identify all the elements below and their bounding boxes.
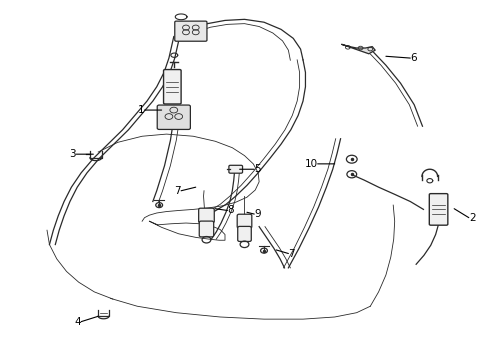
Text: 3: 3 [69,149,76,159]
FancyBboxPatch shape [428,194,447,225]
Text: 7: 7 [174,186,181,196]
Text: 7: 7 [288,248,294,258]
FancyBboxPatch shape [157,105,190,130]
Text: 1: 1 [138,105,144,115]
Polygon shape [341,44,374,54]
Text: 2: 2 [468,213,474,222]
Text: 10: 10 [304,159,317,169]
FancyBboxPatch shape [237,214,251,228]
Text: 8: 8 [227,206,234,216]
FancyBboxPatch shape [163,69,181,104]
FancyBboxPatch shape [174,21,206,41]
FancyBboxPatch shape [228,165,242,173]
Text: 6: 6 [409,53,416,63]
FancyBboxPatch shape [198,208,214,223]
Text: 4: 4 [74,317,81,327]
Text: 5: 5 [254,164,260,174]
FancyBboxPatch shape [199,221,213,237]
Text: 9: 9 [254,209,260,219]
FancyBboxPatch shape [237,226,251,242]
